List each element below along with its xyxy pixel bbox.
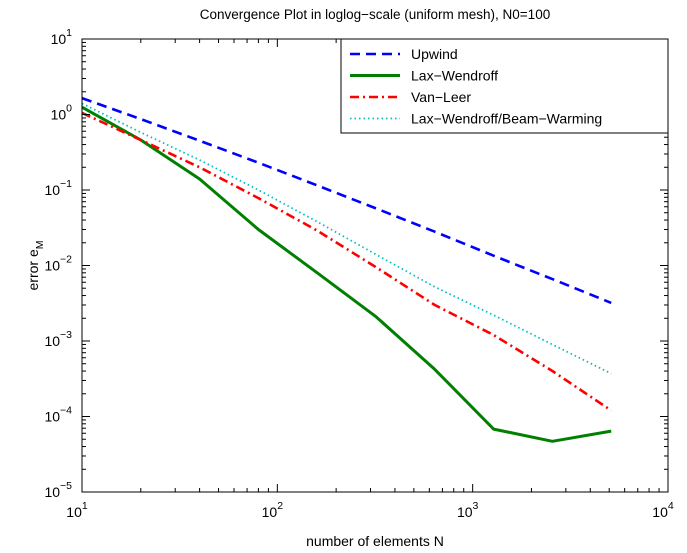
y-tick-label: 10−3 xyxy=(44,329,72,349)
legend: Upwind Lax−Wendroff Van−Leer Lax−Wendroff/B… xyxy=(340,38,669,134)
series-line-2 xyxy=(81,105,612,443)
series-line-1 xyxy=(81,96,612,305)
series-line-3 xyxy=(81,111,612,412)
y-axis-label-main: error e xyxy=(25,249,41,290)
series-layer xyxy=(81,96,612,443)
y-axis-label-subscript: M xyxy=(34,241,46,250)
chart-title: Convergence Plot in loglog−scale (unifor… xyxy=(200,7,550,22)
legend-box xyxy=(340,38,669,134)
y-axis: 10−5 10−4 10−3 10−2 10−1 100 101 xyxy=(44,27,668,500)
series-line-4 xyxy=(81,102,612,375)
y-tick-label: 10−4 xyxy=(44,405,72,425)
y-tick-label: 10−5 xyxy=(44,480,72,500)
legend-label-4: Lax−Wendroff/Beam−Warming xyxy=(411,111,602,127)
legend-label-1: Upwind xyxy=(411,46,458,62)
legend-label-3: Van−Leer xyxy=(411,89,471,105)
x-axis-label: number of elements N xyxy=(306,533,444,549)
x-tick-label: 101 xyxy=(66,500,88,520)
legend-label-2: Lax−Wendroff xyxy=(411,68,498,84)
y-tick-label: 101 xyxy=(51,27,73,47)
legend-entries: Upwind Lax−Wendroff Van−Leer Lax−Wendroff/B… xyxy=(350,46,602,127)
y-tick-label: 10−2 xyxy=(44,254,72,274)
x-tick-label: 104 xyxy=(652,500,674,520)
x-tick-label: 102 xyxy=(262,500,284,520)
y-axis-label: error eM xyxy=(25,241,46,291)
x-tick-label: 103 xyxy=(457,500,479,520)
y-tick-label: 100 xyxy=(51,103,73,123)
y-tick-label: 10−1 xyxy=(44,178,72,198)
